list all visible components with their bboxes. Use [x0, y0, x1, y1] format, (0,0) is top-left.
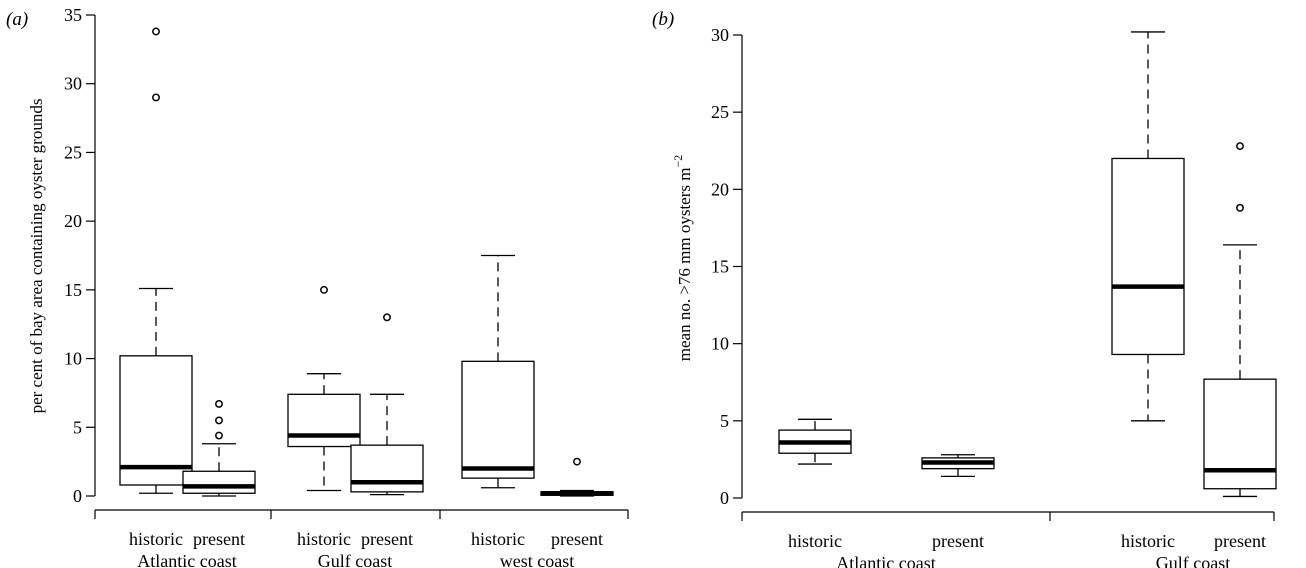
panel-b-y-tick-label: 30: [711, 25, 729, 45]
x-category-label: historic: [471, 529, 525, 549]
x-group-label: west coast: [500, 551, 574, 568]
panel-a-y-tick-label: 0: [73, 486, 82, 506]
x-category-label: present: [551, 529, 603, 549]
box-plot-box: [778, 418, 852, 465]
box-plot-box: [1203, 142, 1277, 498]
panel-b-y-tick-label: 20: [711, 179, 729, 199]
panel-b-y-axis-label-main: mean no. >76 mm oysters m: [675, 168, 694, 362]
panel-b-y-tick-label: 0: [720, 488, 729, 508]
interquartile-box: [350, 444, 424, 493]
panel-b-y-axis-label: mean no. >76 mm oysters m−2: [671, 155, 694, 362]
box-plot-box: [182, 399, 256, 497]
x-category-label: historic: [788, 531, 842, 551]
panel-b-y-tick-label: 10: [711, 334, 729, 354]
panel-a-plot: 0 5 10 15 20 25 30 35 historic present historic pre…: [64, 5, 629, 568]
x-category-label: historic: [297, 529, 351, 549]
x-group-label: Gulf coast: [1156, 553, 1230, 568]
panel-b-y-tick-label: 5: [720, 411, 729, 431]
outlier-point: [152, 27, 160, 36]
panel-a-y-tick-label: 30: [64, 74, 82, 94]
x-category-label: present: [193, 529, 245, 549]
x-group-label: Atlantic coast: [836, 553, 935, 568]
interquartile-box: [1111, 157, 1185, 356]
panel-a-y-tick-label: 15: [64, 280, 82, 300]
x-category-label: present: [361, 529, 413, 549]
box-plot-box: [119, 27, 193, 494]
interquartile-box: [119, 355, 193, 486]
outlier-point: [152, 93, 160, 102]
outlier-point: [215, 416, 223, 425]
interquartile-box: [461, 360, 535, 479]
x-category-label: historic: [1121, 531, 1175, 551]
panel-a-label: (a): [6, 9, 28, 30]
outlier-point: [1236, 142, 1244, 151]
panel-a-y-tick-label: 35: [64, 5, 82, 25]
box-plot-box: [921, 454, 995, 478]
panel-b-y-axis-label-sup: −2: [671, 155, 685, 168]
x-group-label: Gulf coast: [318, 551, 392, 568]
outlier-point: [1236, 203, 1244, 212]
panel-a: (a) per cent of bay area containing oyst…: [6, 5, 629, 568]
panel-b-plot: 0 5 10 15 20 25 30 historic present historic prese…: [711, 25, 1277, 568]
x-group-label: Atlantic coast: [137, 551, 236, 568]
box-plot-box: [1111, 31, 1185, 422]
panel-b: (b) mean no. >76 mm oysters m−2 0 5 10 15 20…: [652, 9, 1277, 568]
panel-a-y-tick-label: 25: [64, 142, 82, 162]
outlier-point: [383, 313, 391, 322]
interquartile-box: [287, 393, 361, 448]
panel-b-y-tick-label: 15: [711, 257, 729, 277]
x-category-label: present: [932, 531, 984, 551]
panel-a-y-tick-label: 20: [64, 211, 82, 231]
outlier-point: [215, 431, 223, 440]
panel-b-y-tick-label: 25: [711, 102, 729, 122]
box-plot-box: [350, 313, 424, 496]
panel-b-label: (b): [652, 9, 674, 30]
interquartile-box: [182, 470, 256, 494]
outlier-point: [320, 285, 328, 294]
panel-a-y-tick-label: 10: [64, 349, 82, 369]
x-category-label: historic: [129, 529, 183, 549]
panel-a-y-tick-label: 5: [73, 417, 82, 437]
panel-a-y-axis-label: per cent of bay area containing oyster g…: [27, 99, 46, 414]
box-plot-box: [540, 457, 614, 497]
outlier-point: [573, 457, 581, 466]
box-plot-box: [287, 285, 361, 492]
x-category-label: present: [1214, 531, 1266, 551]
box-plot-box: [461, 254, 535, 489]
outlier-point: [215, 399, 223, 408]
